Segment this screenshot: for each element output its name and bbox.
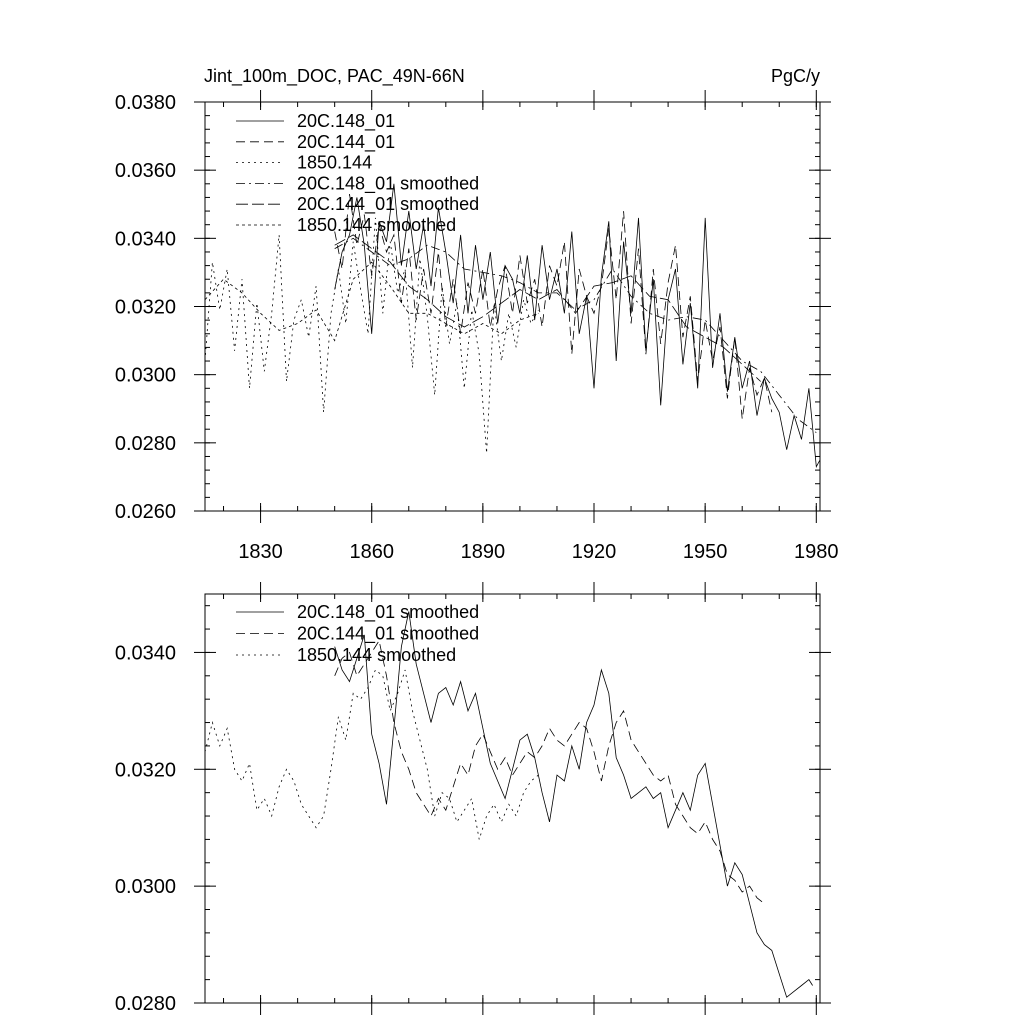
x-tick-label: 1860 [349, 541, 394, 563]
x-tick-label: 1890 [461, 541, 506, 563]
y-tick-label: 0.0260 [115, 501, 176, 523]
x-tick-label: 1920 [572, 541, 617, 563]
series-line-1850-144 [205, 217, 539, 454]
bottom-panel: 0.0280 0.0300 0.0320 0.0340 20C.148_01 smoot… [115, 582, 831, 1015]
y-tick-label: 0.0300 [115, 365, 176, 387]
y-tick-label: 0.0340 [115, 642, 176, 664]
legend-label: 1850.144 [297, 153, 372, 173]
plot-frame [204, 593, 821, 1004]
top-title-right: PgC/y [771, 66, 820, 86]
y-tick-label: 0.0360 [115, 160, 176, 182]
legend-label: 20C.148_01 smoothed [297, 602, 479, 623]
top-panel: 0.0260 0.0280 0.0300 0.0320 0.0340 0.0360 0.03… [115, 90, 839, 563]
legend-label: 20C.144_01 smoothed [297, 624, 479, 645]
series-line-20c-148-01-smoothed [334, 611, 813, 998]
legend-label: 20C.148_01 [297, 111, 395, 132]
y-tick-label: 0.0300 [115, 876, 176, 898]
series-line-1850-144-smoothed [205, 261, 539, 342]
series-group [205, 611, 813, 998]
series-group [205, 183, 820, 469]
x-tick-label: 1950 [683, 541, 728, 563]
x-tick-label: 1830 [238, 541, 283, 563]
legend-label: 1850.144 smoothed [297, 645, 456, 665]
series-line-20c-148-01 [334, 183, 820, 469]
y-tick-label: 0.0280 [115, 433, 176, 455]
legend-label: 1850.144 smoothed [297, 215, 456, 235]
top-title-left: Jint_100m_DOC, PAC_49N-66N [204, 66, 465, 87]
series-line-20c-144-01-smoothed [334, 234, 761, 382]
y-tick-label: 0.0340 [115, 228, 176, 250]
y-tick-label: 0.0280 [115, 993, 176, 1015]
legend-label: 20C.148_01 smoothed [297, 173, 479, 194]
legend-label: 20C.144_01 smoothed [297, 194, 479, 215]
y-tick-label: 0.0320 [115, 297, 176, 319]
series-line-20c-148-01-smoothed [334, 237, 817, 433]
x-tick-label: 1980 [794, 541, 839, 563]
y-tick-label: 0.0380 [115, 92, 176, 114]
y-tick-label: 0.0320 [115, 759, 176, 781]
series-line-20c-144-01 [334, 193, 773, 420]
series-line-20c-144-01-smoothed [334, 639, 765, 905]
legend-label: 20C.144_01 [297, 132, 395, 153]
